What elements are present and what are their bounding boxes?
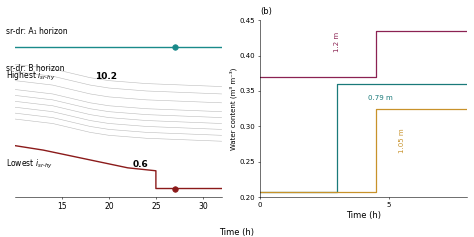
X-axis label: Time (h): Time (h) <box>346 211 381 220</box>
Text: Time (h): Time (h) <box>219 228 255 237</box>
Text: 0.79 m: 0.79 m <box>368 95 393 101</box>
Text: Lowest $i_{sr‑hy}$: Lowest $i_{sr‑hy}$ <box>6 158 53 171</box>
Text: sr-dr: B horizon: sr-dr: B horizon <box>6 64 64 73</box>
Text: 1.2 m: 1.2 m <box>335 32 340 52</box>
Text: (b): (b) <box>260 8 272 17</box>
Text: 0.6: 0.6 <box>132 160 148 169</box>
Y-axis label: Water content (m³ m⁻³): Water content (m³ m⁻³) <box>229 68 237 150</box>
Text: 10.2: 10.2 <box>95 72 117 81</box>
Text: 1.05 m: 1.05 m <box>399 128 405 153</box>
Text: sr-dr: A₁ horizon: sr-dr: A₁ horizon <box>6 27 67 36</box>
Text: Highest $i_{sr‑hy}$: Highest $i_{sr‑hy}$ <box>6 70 55 83</box>
